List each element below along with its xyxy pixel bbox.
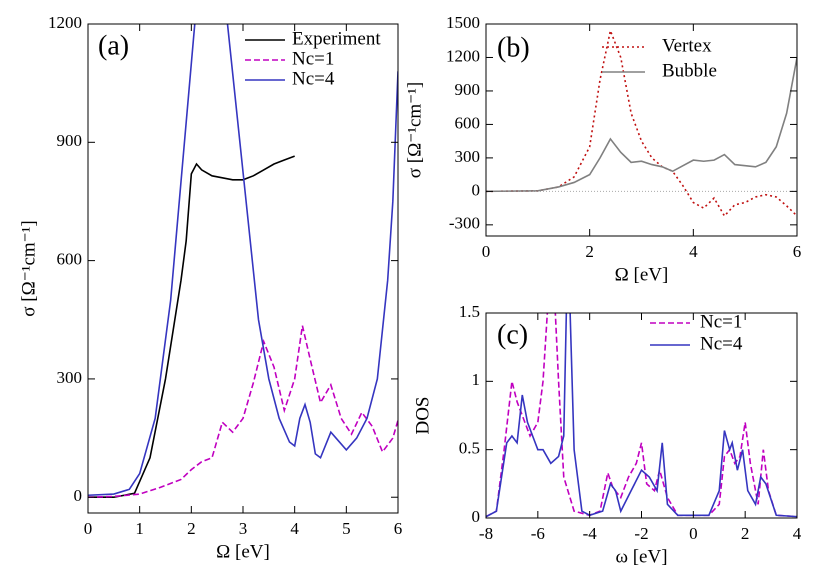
axes-frame <box>87 23 399 514</box>
legend-label: Nc=4 <box>700 333 743 354</box>
panel-label: (c) <box>497 319 528 350</box>
x-tick-label: 3 <box>239 519 248 538</box>
axes-frame <box>485 312 798 519</box>
x-tick-label: 0 <box>84 519 93 538</box>
x-tick-label: 2 <box>187 519 196 538</box>
x-tick-label: 2 <box>585 242 594 261</box>
y-tick-label: 600 <box>57 250 83 269</box>
y-tick-label: 600 <box>455 113 481 132</box>
legend-label: Vertex <box>662 35 712 56</box>
y-tick-label: 1200 <box>446 46 480 65</box>
x-tick-label: -2 <box>634 524 648 543</box>
y-axis-label: σ [Ω⁻¹cm⁻¹] <box>18 220 39 316</box>
series-line <box>88 325 398 499</box>
y-tick-label: 0.5 <box>459 439 480 458</box>
x-tick-label: 6 <box>394 519 403 538</box>
y-tick-label: 1200 <box>48 13 82 32</box>
y-axis-label: σ [Ω⁻¹cm⁻¹] <box>404 82 425 178</box>
legend-label: Nc=1 <box>700 311 742 332</box>
y-tick-label: 0 <box>74 486 83 505</box>
x-tick-label: -8 <box>479 524 493 543</box>
y-tick-label: 1500 <box>446 13 480 32</box>
series-line <box>88 155 295 499</box>
panel-label: (a) <box>98 30 129 61</box>
x-tick-label: -6 <box>531 524 545 543</box>
x-tick-label: 6 <box>793 242 802 261</box>
series-line <box>486 313 797 518</box>
legend-label: Experiment <box>292 28 381 49</box>
y-tick-label: 1.5 <box>459 302 480 321</box>
x-axis-label: Ω [eV] <box>216 541 270 562</box>
y-tick-label: 300 <box>455 147 481 166</box>
legend-label: Nc=4 <box>292 68 335 89</box>
axes-frame <box>485 23 798 237</box>
y-axis-label: DOS <box>412 396 433 434</box>
x-tick-label: 5 <box>342 519 351 538</box>
x-tick-label: 2 <box>741 524 750 543</box>
y-tick-label: 0 <box>472 180 481 199</box>
x-tick-label: 4 <box>793 524 802 543</box>
y-tick-label: 300 <box>57 368 83 387</box>
x-axis-label: Ω [eV] <box>615 264 669 285</box>
y-tick-label: -300 <box>449 214 480 233</box>
x-tick-label: 1 <box>135 519 144 538</box>
x-tick-label: 4 <box>689 242 698 261</box>
y-tick-label: 1 <box>472 370 481 389</box>
series-line <box>88 24 398 497</box>
x-tick-label: 4 <box>290 519 299 538</box>
legend-label: Nc=1 <box>292 48 334 69</box>
y-tick-label: 0 <box>472 507 481 526</box>
panel-label: (b) <box>497 32 530 63</box>
x-tick-label: 0 <box>689 524 698 543</box>
series-line <box>486 313 797 518</box>
y-tick-label: 900 <box>455 80 481 99</box>
y-tick-label: 900 <box>57 131 83 150</box>
legend-label: Bubble <box>662 60 717 81</box>
x-tick-label: -4 <box>583 524 598 543</box>
x-tick-label: 0 <box>482 242 491 261</box>
series-line <box>486 27 797 218</box>
series-line <box>486 57 797 193</box>
x-axis-label: ω [eV] <box>615 546 667 567</box>
